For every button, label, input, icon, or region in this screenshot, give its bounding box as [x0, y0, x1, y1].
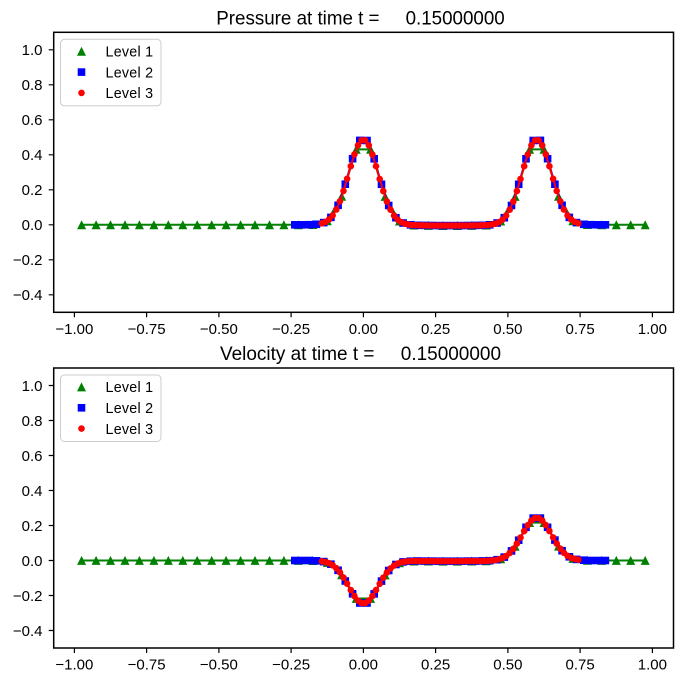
svg-text:0.0: 0.0: [22, 553, 43, 570]
svg-text:−0.75: −0.75: [128, 657, 166, 674]
svg-text:Level 2: Level 2: [106, 65, 154, 81]
svg-text:0.00: 0.00: [349, 321, 378, 338]
svg-text:0.6: 0.6: [22, 448, 43, 465]
svg-text:Level 2: Level 2: [106, 401, 154, 417]
svg-text:1.00: 1.00: [638, 321, 667, 338]
svg-text:Level 3: Level 3: [106, 86, 154, 102]
svg-text:0.4: 0.4: [22, 483, 43, 500]
svg-text:−0.50: −0.50: [200, 657, 238, 674]
svg-text:0.00: 0.00: [349, 657, 378, 674]
svg-text:−0.2: −0.2: [13, 252, 43, 269]
svg-text:−0.25: −0.25: [272, 657, 310, 674]
svg-text:Level 1: Level 1: [106, 380, 154, 396]
svg-text:0.8: 0.8: [22, 77, 43, 94]
svg-text:0.2: 0.2: [22, 182, 43, 199]
svg-text:−0.2: −0.2: [13, 588, 43, 605]
svg-text:−0.4: −0.4: [13, 623, 43, 640]
svg-text:0.25: 0.25: [421, 321, 450, 338]
svg-text:−1.00: −1.00: [55, 657, 93, 674]
svg-text:0.4: 0.4: [22, 147, 43, 164]
svg-text:−1.00: −1.00: [55, 321, 93, 338]
svg-text:−0.4: −0.4: [13, 287, 43, 304]
svg-text:0.50: 0.50: [493, 321, 522, 338]
svg-text:−0.75: −0.75: [128, 321, 166, 338]
svg-text:0.75: 0.75: [565, 657, 594, 674]
svg-text:−0.50: −0.50: [200, 321, 238, 338]
svg-text:0.8: 0.8: [22, 413, 43, 430]
svg-text:0.0: 0.0: [22, 217, 43, 234]
svg-text:1.0: 1.0: [22, 378, 43, 395]
svg-text:0.50: 0.50: [493, 657, 522, 674]
svg-text:1.0: 1.0: [22, 42, 43, 59]
svg-text:Level 1: Level 1: [106, 45, 154, 61]
svg-text:0.6: 0.6: [22, 112, 43, 129]
svg-text:1.00: 1.00: [638, 657, 667, 674]
svg-text:Velocity at time t = 0.150: Velocity at time t = 0.15000000: [220, 343, 501, 365]
svg-text:0.2: 0.2: [22, 518, 43, 535]
svg-text:0.25: 0.25: [421, 657, 450, 674]
svg-text:Level 3: Level 3: [106, 422, 154, 438]
svg-text:Pressure at time t = 0.150: Pressure at time t = 0.15000000: [216, 8, 505, 30]
svg-text:0.75: 0.75: [565, 321, 594, 338]
svg-text:−0.25: −0.25: [272, 321, 310, 338]
